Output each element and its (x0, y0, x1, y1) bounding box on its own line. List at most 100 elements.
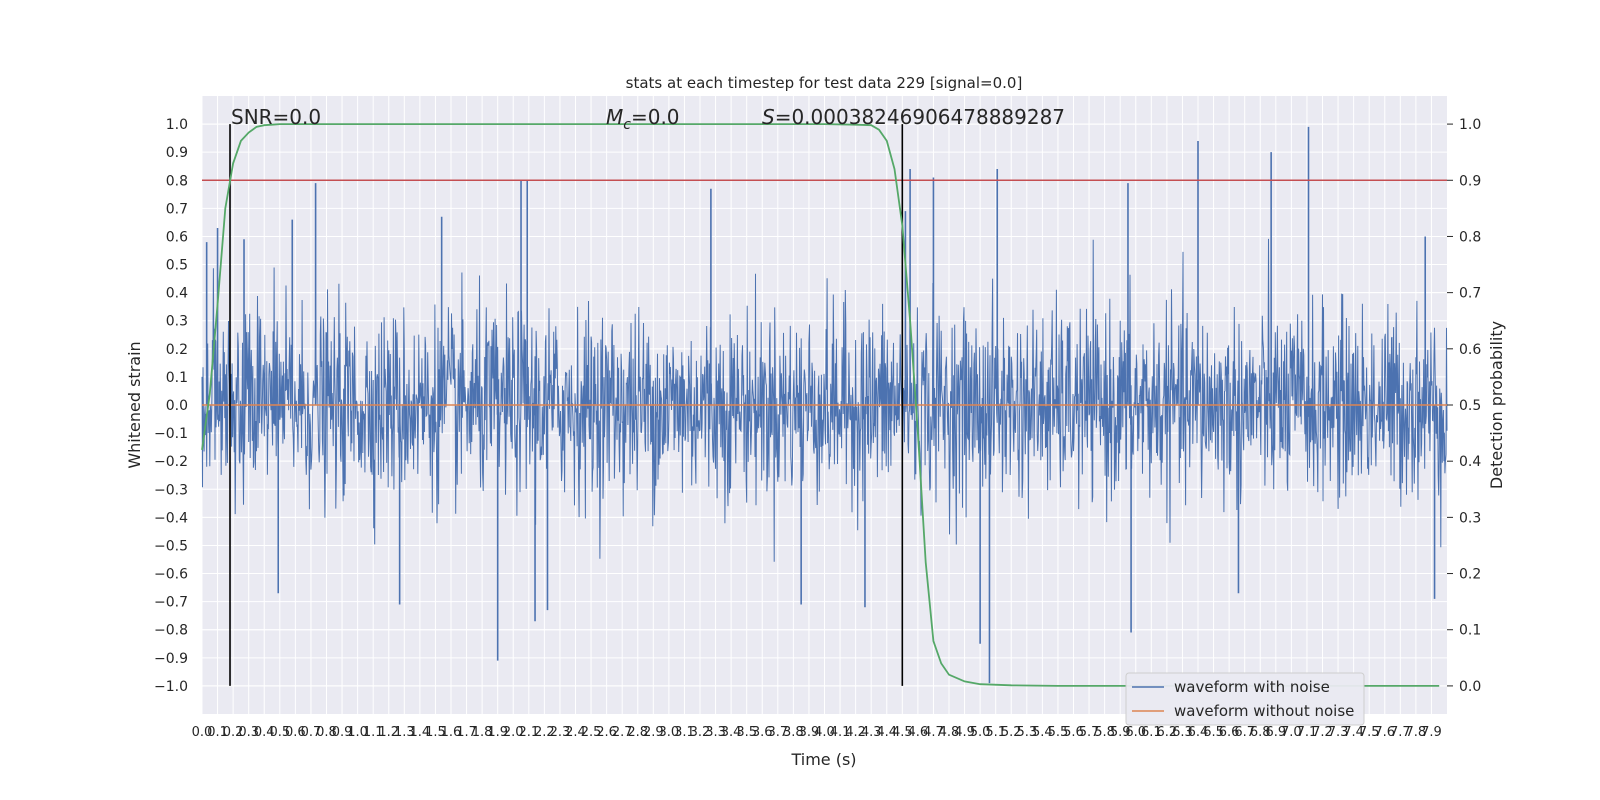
legend-label-without-noise: waveform without noise (1174, 702, 1354, 720)
y-tick-label: −0.1 (154, 426, 188, 442)
x-tick-label: 4.6 (908, 725, 929, 740)
x-tick-label: 3.1 (674, 725, 695, 740)
x-tick-label: 1.3 (394, 725, 415, 740)
x-tick-label: 7.6 (1374, 725, 1395, 740)
y-tick-label: 0.9 (166, 145, 188, 161)
x-tick-label: 3.5 (736, 725, 757, 740)
x-tick-label: 1.0 (347, 725, 368, 740)
x-tick-label: 2.5 (581, 725, 602, 740)
mc-subscript: c (623, 117, 631, 133)
y2-tick-label: 0.5 (1459, 398, 1481, 414)
x-tick-label: 0.6 (285, 725, 306, 740)
x-tick-label: 2.1 (518, 725, 539, 740)
x-tick-label: 2.8 (627, 725, 648, 740)
y-tick-label: −0.5 (154, 538, 188, 554)
x-tick-label: 7.8 (1406, 725, 1427, 740)
x-tick-label: 7.4 (1343, 725, 1364, 740)
y2-tick-label: 0.8 (1459, 229, 1481, 245)
s-value: =0.00038246906478889287 (775, 105, 1065, 129)
y2-tick-label: 0.9 (1459, 173, 1481, 189)
x-tick-label: 6.4 (1188, 725, 1209, 740)
x-axis-label: Time (s) (790, 750, 856, 769)
x-tick-label: 6.7 (1234, 725, 1255, 740)
y2-tick-label: 0.2 (1459, 567, 1481, 583)
y-tick-label: 0.4 (166, 286, 188, 302)
x-tick-label: 1.2 (378, 725, 399, 740)
y-tick-label: −0.3 (154, 482, 188, 498)
x-tick-label: 5.3 (1016, 725, 1037, 740)
y2-tick-label: 0.7 (1459, 286, 1481, 302)
mc-value: =0.0 (631, 105, 680, 129)
x-tick-label: 1.8 (472, 725, 493, 740)
x-tick-label: 3.0 (659, 725, 680, 740)
y2-tick-label: 0.1 (1459, 623, 1481, 639)
x-tick-label: 2.7 (612, 725, 633, 740)
x-tick-label: 2.6 (596, 725, 617, 740)
x-tick-label: 7.7 (1390, 725, 1411, 740)
chart-title: stats at each timestep for test data 229… (626, 74, 1023, 92)
x-tick-label: 2.0 (503, 725, 524, 740)
y-axis-label: Whitened strain (125, 341, 144, 468)
x-tick-label: 6.3 (1172, 725, 1193, 740)
x-tick-label: 5.5 (1048, 725, 1069, 740)
mc-symbol: M (606, 105, 623, 129)
x-tick-label: 1.6 (441, 725, 462, 740)
x-tick-label: 5.9 (1110, 725, 1131, 740)
x-tick-label: 1.5 (425, 725, 446, 740)
x-tick-label: 3.9 (799, 725, 820, 740)
x-tick-label: 6.0 (1125, 725, 1146, 740)
x-tick-label: 5.6 (1063, 725, 1084, 740)
y-tick-label: 1.0 (166, 117, 188, 133)
x-tick-label: 7.2 (1312, 725, 1333, 740)
x-tick-label: 6.1 (1141, 725, 1162, 740)
y-tick-label: −0.4 (154, 510, 188, 526)
x-tick-label: 4.2 (845, 725, 866, 740)
x-tick-label: 4.0 (814, 725, 835, 740)
x-tick-label: 7.0 (1281, 725, 1302, 740)
x-tick-label: 1.4 (410, 725, 431, 740)
legend-label-with-noise: waveform with noise (1174, 678, 1330, 696)
y-tick-label: 0.0 (166, 398, 188, 414)
x-tick-label: 4.9 (954, 725, 975, 740)
detection-probability-line (201, 123, 1440, 687)
x-tick-label: 2.4 (565, 725, 586, 740)
y-tick-label: 0.6 (166, 229, 188, 245)
y-tick-label: −0.7 (154, 595, 188, 611)
y-tick-label: 0.8 (166, 173, 188, 189)
chart-lines (201, 123, 1447, 687)
x-tick-label: 7.3 (1328, 725, 1349, 740)
y2-tick-label: 1.0 (1459, 117, 1481, 133)
x-tick-label: 1.1 (363, 725, 384, 740)
x-tick-label: 1.7 (456, 725, 477, 740)
x-tick-label: 7.1 (1297, 725, 1318, 740)
x-tick-label: 5.1 (985, 725, 1006, 740)
y-tick-label: −0.6 (154, 567, 188, 583)
x-tick-label: 0.5 (269, 725, 290, 740)
noise-trace (201, 238, 1448, 562)
x-tick-label: 3.2 (690, 725, 711, 740)
y2-tick-label: 0.0 (1459, 679, 1481, 695)
x-tick-label: 6.5 (1203, 725, 1224, 740)
x-tick-label: 1.9 (487, 725, 508, 740)
y-tick-label: −0.2 (154, 454, 188, 470)
legend-box (1125, 672, 1365, 726)
x-tick-label: 0.4 (254, 725, 275, 740)
y-tick-label: −1.0 (154, 679, 188, 695)
x-tick-label: 7.9 (1421, 725, 1442, 740)
y-tick-label: 0.5 (166, 258, 188, 274)
s-symbol: S (762, 105, 775, 129)
y-tick-label: 0.7 (166, 201, 188, 217)
x-tick-label: 0.0 (192, 725, 213, 740)
x-tick-label: 6.6 (1219, 725, 1240, 740)
x-tick-label: 2.9 (643, 725, 664, 740)
x-tick-label: 2.2 (534, 725, 555, 740)
x-tick-label: 4.4 (876, 725, 897, 740)
x-tick-label: 0.1 (207, 725, 228, 740)
x-tick-label: 4.3 (861, 725, 882, 740)
x-tick-label: 5.7 (1079, 725, 1100, 740)
x-tick-label: 4.5 (892, 725, 913, 740)
y2-tick-label: 0.4 (1459, 454, 1481, 470)
x-tick-label: 6.9 (1265, 725, 1286, 740)
x-tick-label: 3.8 (783, 725, 804, 740)
